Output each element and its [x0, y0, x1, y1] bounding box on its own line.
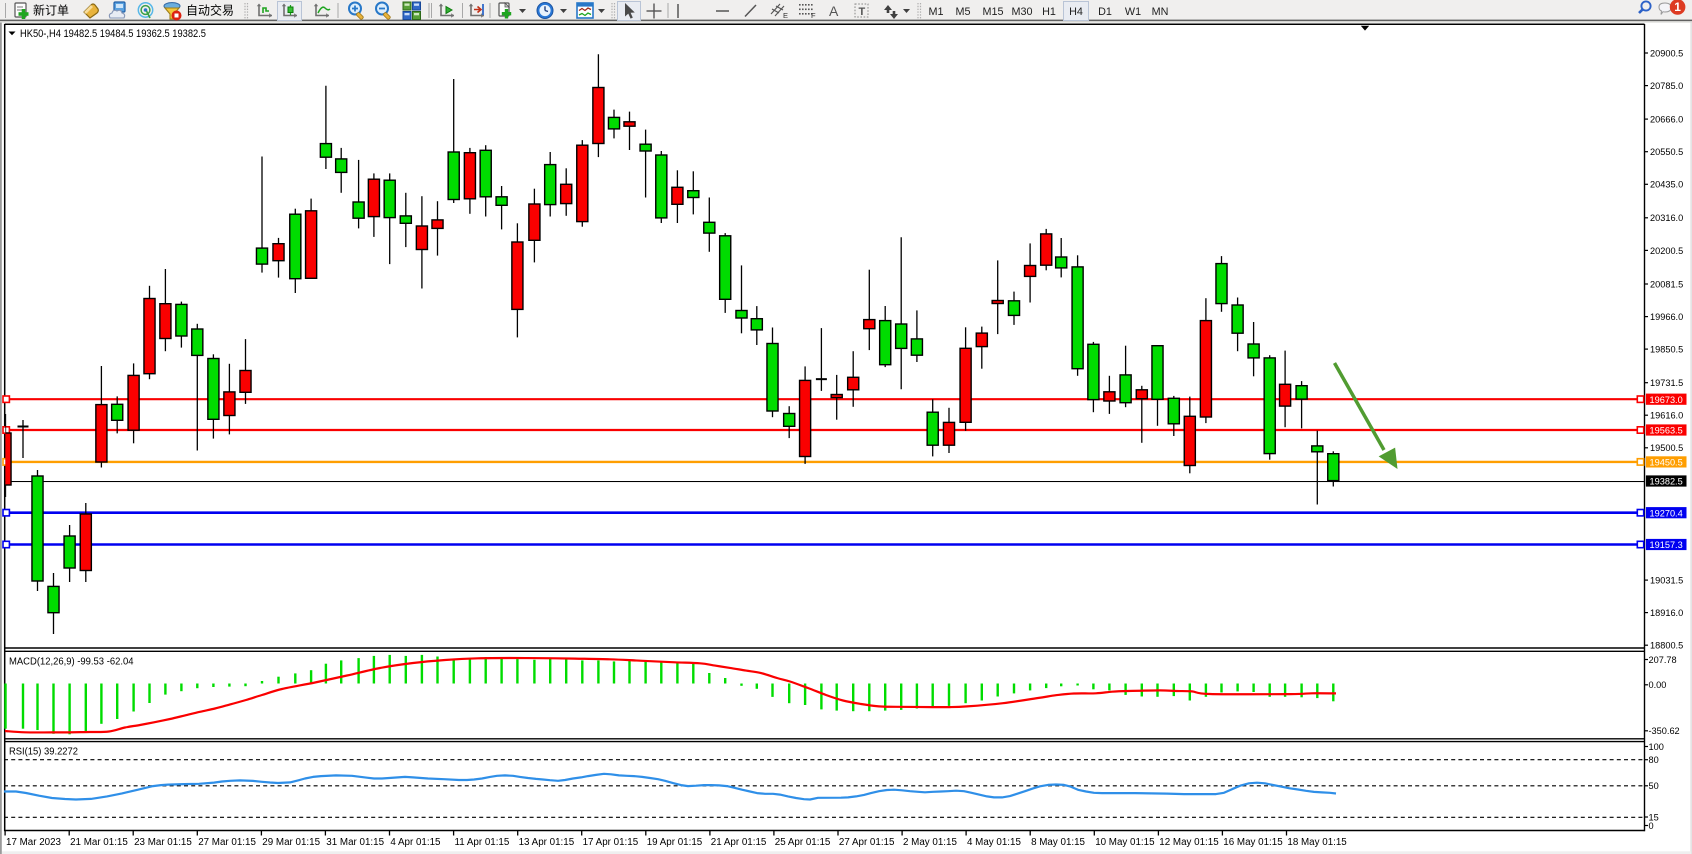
svg-text:20435.0: 20435.0	[1650, 180, 1683, 190]
svg-text:19731.5: 19731.5	[1650, 378, 1683, 388]
svg-text:21 Apr 01:15: 21 Apr 01:15	[711, 837, 767, 848]
svg-text:19563.5: 19563.5	[1650, 426, 1683, 436]
svg-text:20316.0: 20316.0	[1650, 213, 1683, 223]
svg-text:29 Mar 01:15: 29 Mar 01:15	[262, 837, 320, 848]
svg-text:207.78: 207.78	[1649, 655, 1677, 665]
svg-text:19850.5: 19850.5	[1650, 345, 1683, 355]
svg-text:15: 15	[1649, 812, 1659, 822]
svg-text:20550.5: 20550.5	[1650, 147, 1683, 157]
svg-text:11 Apr 01:15: 11 Apr 01:15	[455, 837, 510, 848]
svg-text:W1: W1	[1125, 6, 1141, 18]
svg-text:19 Apr 01:15: 19 Apr 01:15	[647, 837, 703, 848]
svg-text:19157.3: 19157.3	[1650, 540, 1683, 550]
svg-text:17 Mar 2023: 17 Mar 2023	[6, 837, 62, 848]
svg-text:M15: M15	[982, 6, 1003, 18]
svg-text:20081.5: 20081.5	[1650, 279, 1683, 289]
svg-text:8 May 01:15: 8 May 01:15	[1031, 837, 1085, 848]
svg-text:T: T	[859, 6, 866, 18]
svg-text:10 May 01:15: 10 May 01:15	[1095, 837, 1155, 848]
svg-text:0: 0	[1649, 821, 1654, 831]
svg-text:20666.0: 20666.0	[1650, 115, 1683, 125]
svg-text:18 May 01:15: 18 May 01:15	[1287, 837, 1347, 848]
svg-text:20785.0: 20785.0	[1650, 81, 1683, 91]
svg-text:0.00: 0.00	[1649, 680, 1667, 690]
svg-text:M30: M30	[1011, 6, 1032, 18]
svg-text:MACD(12,26,9) -99.53 -62.04: MACD(12,26,9) -99.53 -62.04	[9, 657, 134, 668]
svg-text:19673.0: 19673.0	[1650, 395, 1683, 405]
svg-text:19500.5: 19500.5	[1650, 443, 1683, 453]
svg-text:27 Mar 01:15: 27 Mar 01:15	[198, 837, 256, 848]
svg-text:A: A	[829, 3, 839, 19]
svg-text:18800.5: 18800.5	[1650, 641, 1683, 651]
svg-text:-350.62: -350.62	[1649, 726, 1680, 736]
svg-text:HK50-,H4 19482.5 19484.5 1936: HK50-,H4 19482.5 19484.5 19362.5 19382.5	[20, 28, 206, 40]
svg-text:自动交易: 自动交易	[186, 3, 234, 18]
svg-text:80: 80	[1649, 755, 1659, 765]
svg-text:19382.5: 19382.5	[1650, 477, 1683, 487]
svg-text:D1: D1	[1098, 6, 1112, 18]
svg-text:27 Apr 01:15: 27 Apr 01:15	[839, 837, 895, 848]
svg-text:18916.0: 18916.0	[1650, 608, 1683, 618]
svg-text:19270.4: 19270.4	[1650, 508, 1683, 518]
svg-text:RSI(15) 39.2272: RSI(15) 39.2272	[9, 747, 78, 758]
svg-text:17 Apr 01:15: 17 Apr 01:15	[583, 837, 639, 848]
svg-text:MN: MN	[1152, 6, 1169, 18]
svg-text:16 May 01:15: 16 May 01:15	[1223, 837, 1283, 848]
svg-text:1: 1	[1674, 0, 1681, 14]
svg-text:M5: M5	[956, 6, 971, 18]
svg-text:F: F	[811, 11, 816, 20]
svg-text:2 May 01:15: 2 May 01:15	[903, 837, 957, 848]
svg-text:19450.5: 19450.5	[1650, 458, 1683, 468]
svg-text:M1: M1	[929, 6, 944, 18]
svg-text:新订单: 新订单	[33, 3, 69, 18]
svg-text:4 May 01:15: 4 May 01:15	[967, 837, 1021, 848]
svg-text:12 May 01:15: 12 May 01:15	[1159, 837, 1219, 848]
svg-text:E: E	[783, 11, 788, 20]
svg-text:19966.0: 19966.0	[1650, 312, 1683, 322]
svg-text:20200.5: 20200.5	[1650, 246, 1683, 256]
svg-text:23 Mar 01:15: 23 Mar 01:15	[134, 837, 192, 848]
svg-text:100: 100	[1649, 742, 1664, 752]
svg-text:21 Mar 01:15: 21 Mar 01:15	[70, 837, 128, 848]
svg-text:19616.0: 19616.0	[1650, 411, 1683, 421]
svg-text:19031.5: 19031.5	[1650, 576, 1683, 586]
svg-text:25 Apr 01:15: 25 Apr 01:15	[775, 837, 831, 848]
svg-text:50: 50	[1649, 781, 1659, 791]
svg-text:H1: H1	[1042, 6, 1056, 18]
svg-text:4 Apr 01:15: 4 Apr 01:15	[390, 837, 441, 848]
svg-text:13 Apr 01:15: 13 Apr 01:15	[519, 837, 575, 848]
svg-text:H4: H4	[1069, 6, 1083, 18]
svg-text:20900.5: 20900.5	[1650, 48, 1683, 58]
svg-text:31 Mar 01:15: 31 Mar 01:15	[326, 837, 384, 848]
